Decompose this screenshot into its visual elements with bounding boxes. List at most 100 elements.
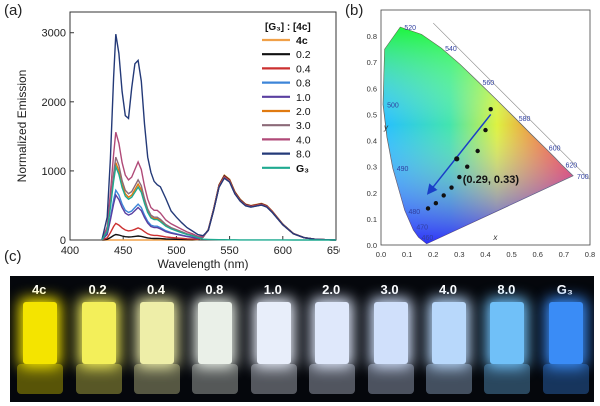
x-tick-label: 0.3 — [454, 250, 464, 259]
y-tick-label: 0.6 — [367, 84, 377, 93]
vial-reflection — [17, 364, 64, 394]
y-axis-title: Normalized Emission — [15, 70, 29, 183]
vial-reflection — [250, 364, 297, 394]
x-tick-label: 450 — [114, 245, 132, 257]
vial: 0.4 — [132, 276, 180, 402]
cie-point — [425, 206, 431, 211]
cie-point — [449, 185, 454, 190]
legend-label: 2.0 — [296, 106, 311, 118]
vial-label: 0.4 — [146, 282, 166, 297]
x-axis-title: x — [492, 233, 498, 242]
x-tick-label: 0.2 — [428, 250, 438, 259]
y-tick-label: 0.3 — [367, 163, 377, 172]
panel-label-a: (a) — [4, 2, 23, 19]
vial-reflection — [367, 364, 414, 394]
x-tick-label: 0.1 — [402, 250, 412, 259]
vial: 4c — [15, 276, 64, 402]
vial-label: 8.0 — [497, 282, 516, 297]
vial-photo: 4c 0.2 0.4 0.8 1.0 2.0 3.0 4.0 8.0 G₃ — [10, 276, 594, 402]
wavelength-label-580: 580 — [519, 116, 531, 123]
wavelength-label-480: 480 — [409, 209, 421, 216]
vial: G₃ — [541, 276, 589, 402]
wavelength-label-470: 470 — [416, 225, 428, 232]
vial-label: 3.0 — [380, 282, 399, 297]
legend-label: 8.0 — [296, 149, 311, 161]
vial-reflection — [542, 364, 589, 394]
vial-label: G₃ — [556, 282, 573, 297]
vial: 3.0 — [366, 276, 414, 402]
wavelength-label-620: 620 — [566, 163, 578, 170]
x-tick-label: 400 — [61, 245, 79, 257]
vial-glow — [373, 302, 408, 364]
highlight-label: (0.29, 0.33) — [463, 174, 520, 186]
wavelength-label-500: 500 — [387, 103, 399, 110]
x-tick-label: 0.7 — [559, 250, 569, 259]
y-tick-label: 0.7 — [367, 58, 377, 67]
vial-reflection — [192, 364, 239, 394]
cie-point — [441, 193, 446, 198]
wavelength-label-540: 540 — [445, 46, 457, 53]
vial-reflection — [484, 364, 531, 394]
vial: 0.2 — [74, 276, 122, 402]
wavelength-label-520: 520 — [404, 25, 416, 32]
vial-label: 2.0 — [322, 282, 341, 297]
vial-label: 4c — [31, 282, 47, 297]
x-tick-label: 0.6 — [533, 250, 543, 259]
panel-label-c: (c) — [4, 248, 22, 265]
legend-title: [G₃] : [4c] — [265, 22, 311, 33]
legend-label: 0.4 — [296, 63, 311, 75]
vial: 1.0 — [249, 276, 297, 402]
vial-label: 4.0 — [438, 282, 458, 297]
series-line-G₃ — [101, 164, 336, 241]
vial-glow — [315, 302, 350, 364]
x-axis-title: Wavelength (nm) — [158, 257, 249, 271]
vial-label: 1.0 — [263, 282, 282, 297]
vial-glow — [198, 302, 233, 364]
plot-frame — [69, 11, 337, 241]
cie-point — [483, 127, 488, 133]
legend-label: 0.8 — [296, 78, 311, 90]
highlight-point — [454, 156, 460, 162]
wavelength-label-600: 600 — [549, 146, 561, 153]
wavelength-label-700: 700 — [577, 174, 589, 181]
legend-label: 1.0 — [296, 92, 311, 104]
cie-point — [465, 164, 470, 169]
vial-glow — [548, 302, 583, 364]
y-tick-label: 0.1 — [367, 215, 377, 224]
vial-reflection — [309, 364, 356, 394]
vial: 2.0 — [307, 276, 356, 402]
diagonal-guide — [433, 22, 591, 180]
legend-label: 0.2 — [296, 49, 311, 61]
vial-glow — [81, 302, 116, 364]
y-tick-label: 0.0 — [367, 241, 377, 250]
legend-label: 4c — [296, 35, 308, 47]
vial-glow — [490, 302, 525, 364]
x-tick-label: 500 — [167, 245, 185, 257]
y-tick-label: 2000 — [42, 97, 66, 109]
x-tick-label: 650 — [327, 245, 340, 257]
vial: 8.0 — [482, 276, 531, 402]
vial-reflection — [75, 364, 122, 394]
legend-label: 3.0 — [296, 120, 311, 132]
y-tick-label: 0.8 — [367, 32, 377, 41]
x-tick-label: 550 — [220, 245, 238, 257]
cie-chromaticity-chart: 0.0 0.1 0.2 0.3 0.4 0.5 0.6 0.7 0.8 0.0 0.1 0.2 0.3 0… — [367, 9, 595, 259]
wavelength-label-560: 560 — [482, 80, 494, 87]
vial-glow — [140, 302, 174, 364]
y-tick-label: 0.4 — [367, 137, 377, 146]
y-tick-label: 1000 — [42, 166, 66, 178]
y-axis-title: y — [383, 123, 389, 132]
trend-arrow — [426, 113, 492, 195]
vial: 0.8 — [190, 276, 239, 402]
vial-label: 0.2 — [88, 282, 107, 297]
vial: 4.0 — [424, 276, 472, 402]
x-tick-label: 0.5 — [506, 250, 516, 259]
y-tick-label: 3000 — [42, 28, 66, 40]
cie-point — [488, 107, 493, 112]
vial-glow — [256, 302, 291, 364]
vial-reflection — [134, 364, 180, 394]
vial-label: 0.8 — [205, 282, 224, 297]
wavelength-label-490: 490 — [397, 166, 409, 173]
panel-label-b: (b) — [345, 2, 364, 19]
wavelength-label-460: 460 — [422, 235, 434, 242]
